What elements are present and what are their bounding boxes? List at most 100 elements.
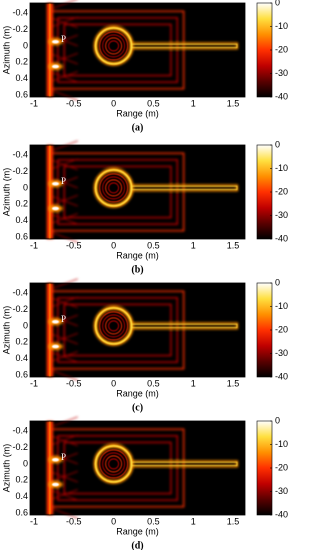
- image-background: [30, 421, 245, 515]
- x-tick-label: 0.5: [147, 240, 160, 250]
- colorbar-tick-label: -20: [275, 44, 288, 54]
- caption: (a): [132, 122, 144, 133]
- y-axis-label: Azimuth (m): [1, 444, 11, 493]
- colorbar-tick-label: -10: [275, 439, 288, 449]
- clutter-streak: [51, 351, 78, 363]
- y-tick-label: -0.4: [12, 287, 28, 297]
- clutter-streak: [51, 315, 78, 327]
- inner-ring: [99, 311, 129, 341]
- colorbar-tick-label: 0: [275, 277, 280, 287]
- colorbar-tick-label: -30: [275, 486, 288, 496]
- clutter-streak: [51, 278, 78, 290]
- x-axis-label: Range (m): [116, 108, 159, 118]
- x-axis-label: Range (m): [116, 526, 159, 536]
- colorbar-tick-label: -40: [275, 233, 288, 243]
- cylinder-ring: [94, 445, 133, 483]
- target-core: [51, 39, 59, 44]
- colorbar: [256, 144, 273, 240]
- x-tick-label: 1.5: [227, 98, 240, 108]
- plot-frame: [29, 2, 246, 98]
- x-tick-label: 1: [191, 378, 196, 388]
- inner-ring: [102, 314, 126, 338]
- y-axis-label: Azimuth (m): [1, 306, 11, 355]
- inner-ring: [99, 449, 129, 479]
- target-core: [51, 344, 59, 349]
- clutter-streak: [51, 52, 78, 64]
- cylinder-ring: [94, 169, 133, 207]
- clutter-streak: [51, 159, 78, 171]
- x-axis-label: Range (m): [116, 388, 159, 398]
- clutter-streak: [51, 53, 78, 65]
- sharp-layer: [49, 3, 238, 97]
- colorbar-tick-label: -30: [275, 210, 288, 220]
- page: {"chart_data": [ {"type": "heatmap", "x_…: [1, 0, 289, 550]
- image-background: [30, 283, 245, 377]
- clutter-streak: [51, 71, 78, 82]
- clutter-streak: [51, 416, 78, 428]
- target-core: [51, 181, 59, 186]
- caption: (b): [131, 264, 143, 275]
- y-tick-label: -0.4: [12, 7, 28, 17]
- radar-image: [46, 416, 239, 519]
- radar-image: [46, 0, 239, 101]
- clutter-streak: [51, 453, 78, 465]
- clutter-outline: [63, 441, 172, 495]
- sharp-layer: [49, 145, 238, 239]
- x-tick-label: 0.5: [147, 98, 160, 108]
- plot-frame: [29, 144, 246, 240]
- clutter-streak: [51, 140, 78, 152]
- x-tick-label: 0: [111, 378, 116, 388]
- clutter-streak: [51, 35, 78, 47]
- colorbar-tick-label: -20: [275, 462, 288, 472]
- y-tick-label: -0.2: [12, 24, 28, 34]
- cylinder-ring: [94, 307, 133, 345]
- clutter-streak: [51, 332, 78, 344]
- inner-ring: [102, 452, 126, 476]
- y-tick-label: -0.4: [12, 425, 28, 435]
- y-tick-label: 0.4: [15, 353, 28, 363]
- clutter-outline: [57, 435, 179, 501]
- clutter-streak: [51, 232, 78, 243]
- y-axis-label: Azimuth (m): [1, 26, 11, 75]
- target-core: [51, 457, 59, 462]
- y-tick-label: -0.2: [12, 442, 28, 452]
- clutter-streak: [51, 0, 76, 10]
- clutter-streak: [51, 90, 78, 101]
- clutter-streak: [51, 489, 78, 500]
- clutter-streak: [51, 158, 78, 170]
- rod: [130, 185, 238, 190]
- target-core: [51, 319, 59, 324]
- colorbar-tick-label: -40: [275, 509, 288, 519]
- clutter-streak: [51, 351, 78, 362]
- x-tick-label: -1: [30, 240, 38, 250]
- colorbar-tick-label: -20: [275, 324, 288, 334]
- clutter-streak: [51, 195, 78, 207]
- y-tick-label: 0: [23, 320, 28, 330]
- x-tick-label: 1.5: [227, 378, 240, 388]
- plot-frame: [29, 282, 246, 378]
- x-tick-label: 0: [111, 240, 116, 250]
- clutter-streak: [51, 16, 78, 28]
- colorbar-tick-label: -30: [275, 68, 288, 78]
- clutter-streak: [51, 296, 78, 308]
- x-tick-label: 1.5: [227, 240, 240, 250]
- clutter-outline: [57, 17, 179, 83]
- colorbar: [256, 282, 273, 378]
- colorbar: [256, 420, 273, 516]
- inner-ring: [108, 182, 120, 194]
- target-core: [51, 64, 59, 69]
- inner-ring: [105, 455, 123, 473]
- figure: P -1 -0.5 0 0.5 1 1.5 -0.4 -0.2 0 0.2 0.4 0.6 Range (…: [1, 0, 288, 550]
- radar-image: [46, 278, 239, 381]
- x-tick-label: 0: [111, 98, 116, 108]
- clutter-streak: [51, 71, 78, 83]
- colorbar: [256, 2, 273, 98]
- inner-ring: [102, 176, 126, 200]
- x-tick-label: -1: [30, 516, 38, 526]
- x-tick-label: 1: [191, 516, 196, 526]
- clutter-streak: [51, 434, 78, 446]
- y-tick-label: 0.6: [15, 90, 28, 100]
- x-tick-label: -0.5: [66, 98, 82, 108]
- y-tick-label: 0.2: [15, 337, 28, 347]
- x-tick-label: -1: [30, 378, 38, 388]
